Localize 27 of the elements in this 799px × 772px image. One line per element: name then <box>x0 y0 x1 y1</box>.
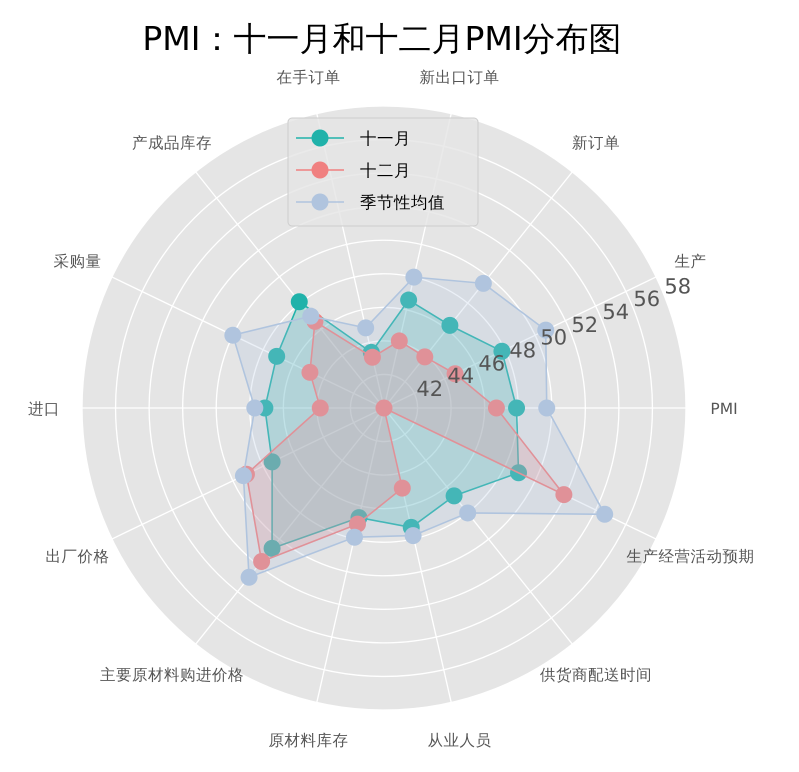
spoke-label: 新出口订单 <box>420 68 500 87</box>
y-tick-label: 58 <box>664 274 692 298</box>
y-tick-label: 50 <box>540 326 568 350</box>
chart-title: PMI：十一月和十二月PMI分布图 <box>142 19 622 58</box>
legend-label: 十二月 <box>360 161 411 180</box>
spoke-label: 产成品库存 <box>132 134 212 152</box>
y-tick-label: 44 <box>447 364 474 388</box>
y-tick-label: 52 <box>571 312 598 337</box>
spoke-label: 出厂价格 <box>46 548 110 566</box>
y-tick-label: 48 <box>509 338 536 363</box>
legend-label: 季节性均值 <box>360 193 445 212</box>
spoke-label: 从业人员 <box>428 731 492 750</box>
spoke-label: 新订单 <box>572 134 620 152</box>
spoke-label: 原材料库存 <box>268 731 348 750</box>
y-tick-label: 54 <box>602 300 630 324</box>
y-tick-label: 46 <box>478 351 506 376</box>
y-tick-label: 56 <box>633 287 660 312</box>
spoke-label: 采购量 <box>54 252 102 270</box>
spoke-label: 进口 <box>28 400 60 418</box>
spoke-label: PMI <box>710 400 738 418</box>
spoke-label: 主要原材料购进价格 <box>100 666 244 684</box>
spoke-label: 生产 <box>674 252 706 270</box>
spoke-label: 供货商配送时间 <box>540 666 652 684</box>
y-tick-label: 42 <box>416 377 444 402</box>
spoke-label: 在手订单 <box>276 68 340 87</box>
legend-label: 十一月 <box>360 129 411 148</box>
spoke-label: 生产经营活动预期 <box>626 548 754 566</box>
